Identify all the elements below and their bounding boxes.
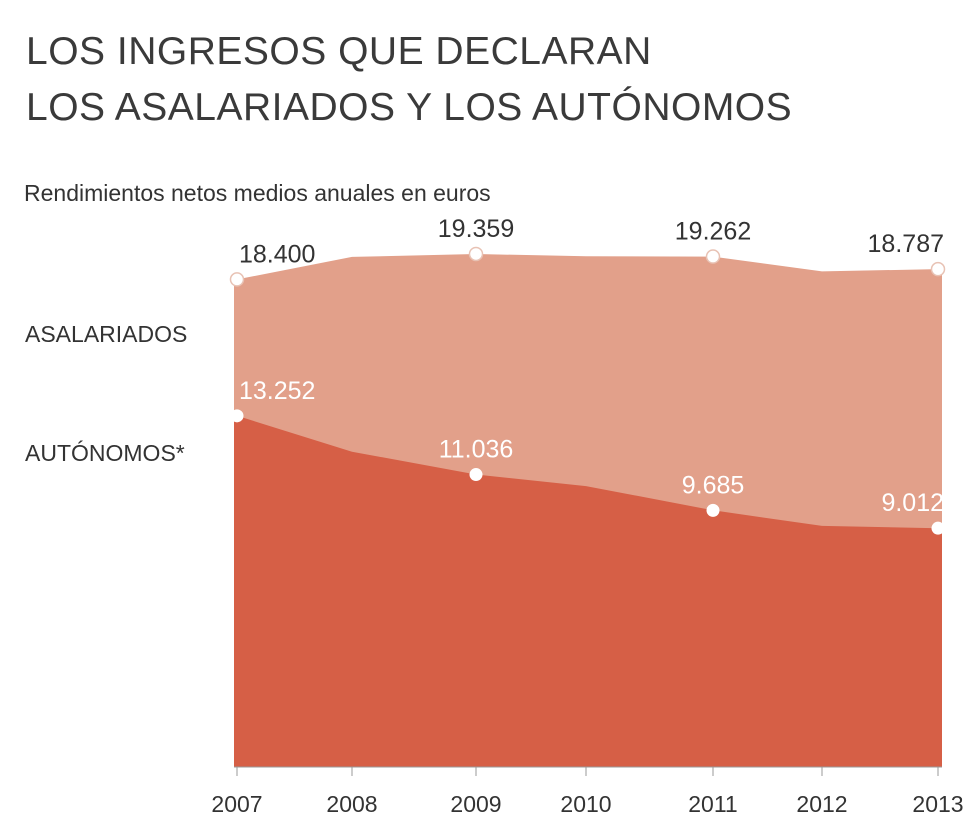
data-point-asalariados — [229, 272, 245, 287]
title-line-1: LOS INGRESOS QUE DECLARAN — [26, 30, 652, 73]
data-label-asalariados: 18.787 — [868, 230, 944, 258]
data-label-autonomos: 9.685 — [682, 471, 745, 499]
data-point-asalariados — [468, 246, 484, 262]
x-tick-label: 2009 — [450, 791, 501, 817]
x-tick-label: 2013 — [912, 791, 963, 817]
area-layer — [234, 254, 942, 767]
data-label-asalariados: 19.262 — [675, 218, 751, 246]
series-label-asalariados: ASALARIADOS — [25, 321, 187, 347]
x-axis: 2007 2008 2009 2010 2011 2012 2013 — [211, 766, 964, 817]
x-tick-label: 2012 — [796, 791, 847, 817]
data-label-asalariados: 18.400 — [239, 240, 315, 268]
marker-layer: 18.400 19.359 19.262 18.787 13.252 11.036 9.68… — [229, 215, 946, 535]
area-autonomos — [234, 415, 942, 767]
chart-title: LOS INGRESOS QUE DECLARAN LOS ASALARIADO… — [26, 24, 792, 136]
data-label-autonomos: 11.036 — [439, 436, 514, 464]
data-point-autonomos — [931, 521, 945, 535]
x-tick-label: 2008 — [326, 791, 377, 817]
x-tick-label: 2011 — [688, 791, 737, 817]
x-tick-label: 2010 — [560, 791, 611, 817]
data-label-asalariados: 19.359 — [438, 215, 514, 243]
x-tick-label: 2007 — [211, 791, 262, 817]
data-point-autonomos — [230, 409, 244, 423]
data-point-autonomos — [706, 503, 720, 517]
series-labels: ASALARIADOS AUTÓNOMOS* — [25, 321, 187, 466]
data-label-autonomos: 13.252 — [239, 377, 315, 405]
series-label-autonomos: AUTÓNOMOS* — [25, 440, 185, 466]
data-point-autonomos — [469, 468, 483, 482]
data-label-autonomos: 9.012 — [881, 489, 944, 517]
title-line-2: LOS ASALARIADOS Y LOS AUTÓNOMOS — [26, 86, 793, 129]
data-point-asalariados — [930, 261, 946, 277]
chart-subtitle: Rendimientos netos medios anuales en eur… — [24, 180, 491, 206]
data-point-asalariados — [705, 249, 721, 264]
